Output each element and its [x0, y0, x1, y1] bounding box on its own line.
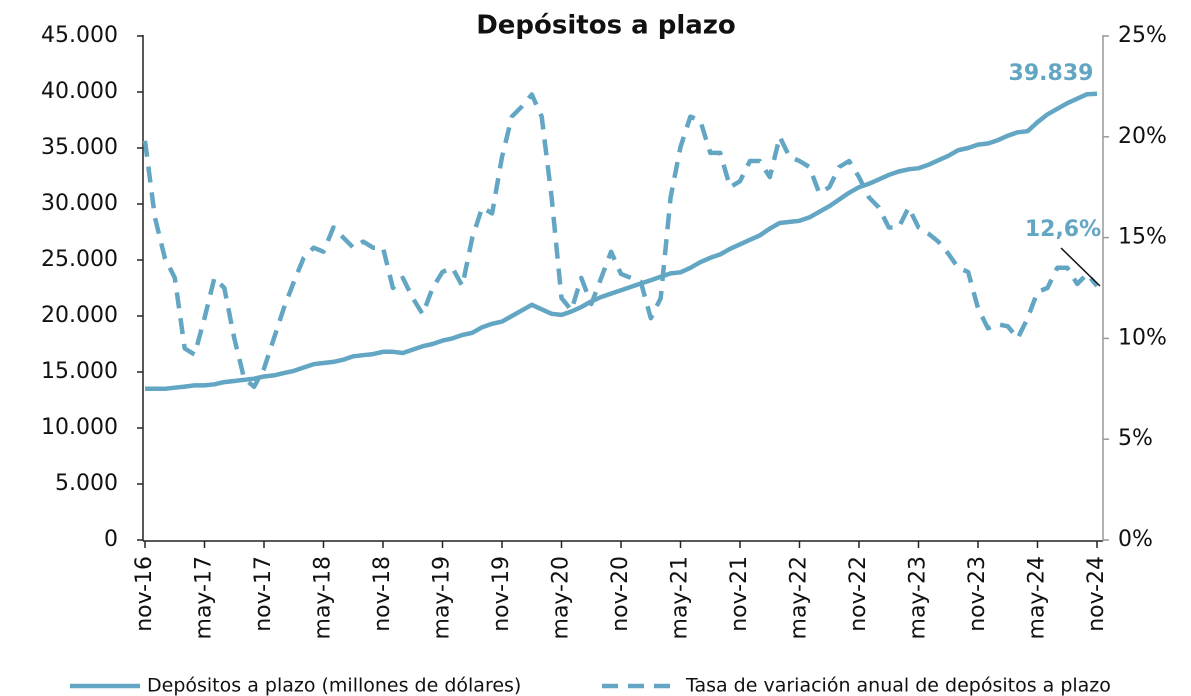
- y-tick-label: 35.000: [41, 135, 118, 160]
- y-tick-label: 5.000: [55, 471, 118, 496]
- y2-tick-label: 5%: [1118, 426, 1153, 451]
- x-tick-label: may-22: [787, 556, 812, 639]
- series-line: [142, 92, 1099, 390]
- y2-tick-label: 20%: [1118, 124, 1167, 149]
- x-tick-label: nov-20: [608, 556, 633, 632]
- x-tick-label: nov-24: [1084, 556, 1109, 632]
- y-tick-label: 15.000: [41, 359, 118, 384]
- data-label: 39.839: [1009, 61, 1094, 86]
- x-tick-label: nov-17: [251, 556, 276, 632]
- x-tick-label: may-20: [549, 556, 574, 639]
- y-tick-label: 25.000: [41, 247, 118, 272]
- y2-tick-label: 15%: [1118, 225, 1167, 250]
- legend-label: Tasa de variación anual de depósitos a p…: [685, 675, 1111, 696]
- y2-tick-label: 0%: [1118, 527, 1153, 552]
- x-tick-label: may-18: [311, 556, 336, 639]
- x-tick-label: nov-21: [727, 556, 752, 632]
- data-label: 12,6%: [1025, 217, 1101, 242]
- series-line: [145, 91, 1098, 392]
- legend-label: Depósitos a plazo (millones de dólares): [147, 675, 521, 696]
- y2-tick-label: 10%: [1118, 325, 1167, 350]
- x-tick-label: nov-22: [846, 556, 871, 632]
- x-tick-label: may-19: [430, 556, 455, 639]
- x-tick-label: nov-19: [489, 556, 514, 632]
- x-tick-label: may-23: [906, 556, 931, 639]
- x-tick-label: may-17: [192, 556, 217, 639]
- y-tick-label: 0: [104, 527, 118, 552]
- x-tick-label: may-21: [668, 556, 693, 639]
- x-tick-label: nov-16: [132, 556, 157, 632]
- chart-title: Depósitos a plazo: [476, 11, 736, 41]
- y-tick-label: 10.000: [41, 415, 118, 440]
- y-tick-label: 30.000: [41, 191, 118, 216]
- x-tick-label: nov-18: [370, 556, 395, 632]
- y-tick-label: 20.000: [41, 303, 118, 328]
- y2-tick-label: 25%: [1118, 23, 1167, 48]
- x-tick-label: nov-23: [965, 556, 990, 632]
- x-tick-label: may-24: [1025, 556, 1050, 639]
- label-leader: [1060, 247, 1101, 287]
- y-tick-label: 45.000: [41, 23, 118, 48]
- y-tick-label: 40.000: [41, 79, 118, 104]
